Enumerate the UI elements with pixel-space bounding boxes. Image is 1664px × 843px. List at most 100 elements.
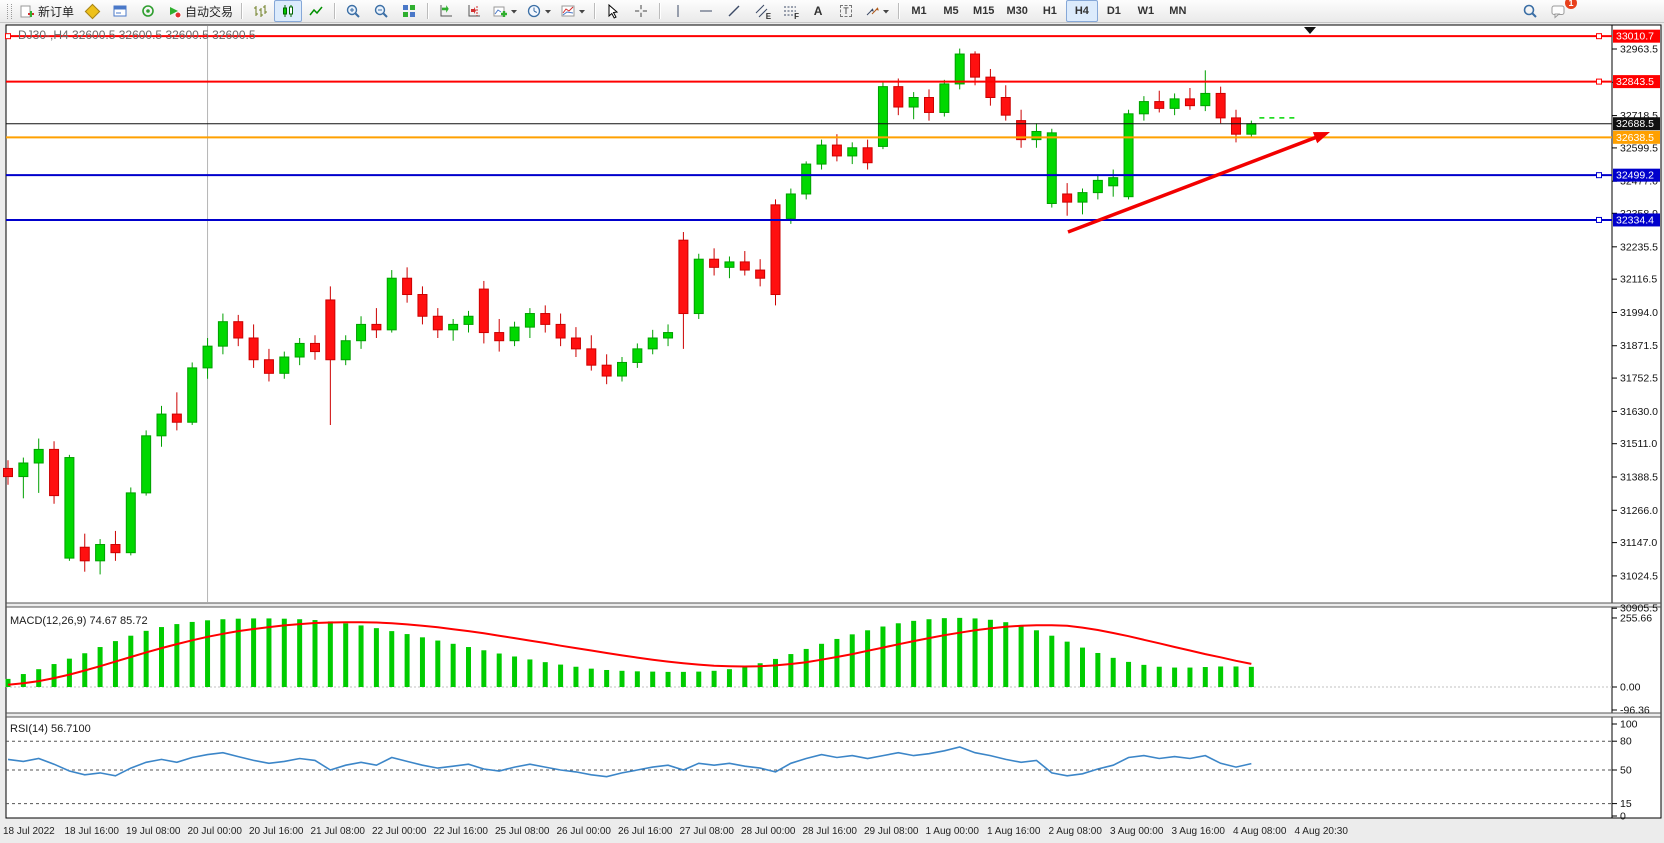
pane-splitter[interactable]: [7, 713, 1660, 717]
bar-chart-button[interactable]: [246, 0, 274, 22]
toolbar-separator: [659, 3, 661, 19]
fibonacci-icon: F: [782, 3, 799, 21]
indicators-button[interactable]: [488, 0, 522, 22]
timeframe-w1-button[interactable]: W1: [1137, 5, 1155, 17]
toolbar-grip[interactable]: [7, 3, 12, 19]
macd-histogram-bar: [895, 623, 901, 687]
price-tag-label: 33010.7: [1616, 31, 1654, 43]
zoom-out-button[interactable]: [367, 0, 395, 22]
macd-histogram-bar: [619, 670, 625, 687]
search-button[interactable]: [1516, 0, 1544, 22]
macd-histogram-bar: [66, 658, 72, 687]
macd-histogram-bar: [680, 671, 686, 687]
macd-histogram-bar: [742, 666, 748, 687]
signals-button[interactable]: [134, 0, 162, 22]
cursor-button[interactable]: [599, 0, 627, 22]
candlestick-series: [3, 48, 1257, 575]
candle-bull: [693, 258, 704, 315]
text-label-tool-button[interactable]: T: [832, 0, 860, 22]
macd-histogram-bar: [803, 648, 809, 687]
price-tick-label: 31630.0: [1620, 406, 1658, 418]
horizontal-line-tool-button[interactable]: [692, 0, 720, 22]
macd-histogram-bar: [711, 670, 717, 687]
market-watch-button[interactable]: [78, 0, 106, 22]
timeframe-m5-button[interactable]: M5: [943, 5, 959, 17]
macd-axis-label: 255.66: [1620, 612, 1652, 624]
timeframe-h4-button[interactable]: H4: [1065, 0, 1098, 22]
candle-bull: [156, 413, 167, 437]
macd-histogram-bar: [865, 630, 871, 687]
line-handle[interactable]: [1596, 33, 1602, 40]
chart-shift-button[interactable]: [460, 0, 488, 22]
timeframe-m1-button[interactable]: M1: [911, 5, 927, 17]
candle-bull: [617, 361, 627, 377]
time-scale[interactable]: 18 Jul 2022 18 Jul 16:00 19 Jul 08:00 20 Ju…: [3, 826, 1348, 837]
templates-button[interactable]: [556, 0, 590, 22]
macd-histogram-bar: [650, 671, 656, 687]
periods-button[interactable]: [522, 0, 556, 22]
auto-scroll-button[interactable]: [432, 0, 460, 22]
macd-histogram-bar: [51, 664, 57, 687]
time-tick-label: 18 Jul 16:00: [65, 826, 120, 837]
macd-histogram-bar: [373, 628, 379, 687]
new-order-button[interactable]: 新订单: [15, 0, 78, 22]
macd-histogram-bar: [1141, 664, 1147, 687]
timeframe-d1-button[interactable]: D1: [1106, 5, 1121, 17]
line-handle[interactable]: [1596, 172, 1602, 179]
macd-histogram-bar: [343, 623, 349, 687]
candle-bull: [1092, 179, 1103, 194]
candle-bull: [125, 492, 136, 554]
macd-histogram-bar: [665, 671, 671, 687]
macd-histogram-bar: [1110, 657, 1116, 687]
candle-bear: [1184, 98, 1195, 107]
candle-bull: [908, 97, 919, 108]
rsi-axis-label: 0: [1620, 811, 1626, 823]
candlestick-chart-button[interactable]: [274, 0, 303, 22]
macd-histogram-bar: [1187, 667, 1193, 687]
terminal-window-button[interactable]: [106, 0, 134, 22]
trendline-tool-button[interactable]: [720, 0, 748, 22]
macd-histogram-bar: [880, 626, 886, 687]
autotrading-button[interactable]: 自动交易: [162, 0, 237, 22]
time-tick-label: 1 Aug 00:00: [926, 826, 980, 837]
pane-splitter[interactable]: [7, 603, 1660, 607]
zoom-in-button[interactable]: [339, 0, 367, 22]
macd-axis-label: -96.36: [1620, 705, 1650, 717]
trend-arrow[interactable]: [1067, 133, 1322, 234]
candle-bear: [709, 258, 720, 268]
fibonacci-tool-button[interactable]: F: [776, 0, 804, 22]
timeframe-mn-button[interactable]: MN: [1169, 5, 1187, 17]
line-handle[interactable]: [5, 33, 11, 40]
crosshair-button[interactable]: [627, 0, 655, 22]
chart-shift-marker[interactable]: [1304, 27, 1316, 34]
channel-tool-button[interactable]: E: [748, 0, 776, 22]
timeframe-h1-button[interactable]: H1: [1042, 5, 1057, 17]
candle-bear: [970, 53, 981, 78]
macd-histogram-bar: [558, 664, 564, 687]
timeframe-m15-button[interactable]: M15: [973, 5, 995, 17]
candle-bear: [862, 147, 873, 164]
line-chart-button[interactable]: [302, 0, 330, 22]
line-handle[interactable]: [1596, 216, 1602, 223]
macd-histogram-bar: [358, 625, 364, 687]
template-icon: [560, 3, 576, 19]
vertical-line-tool-button[interactable]: [664, 0, 692, 22]
macd-histogram-bar: [1202, 667, 1208, 687]
timeframe-m30-button[interactable]: M30: [1006, 5, 1028, 17]
main-toolbar: 新订单 自动交易: [0, 0, 1664, 23]
candle-bear: [325, 299, 336, 361]
price-tag-label: 32334.4: [1616, 214, 1654, 226]
tile-windows-button[interactable]: [395, 0, 423, 22]
macd-histogram-bar: [128, 635, 134, 687]
candle-bear: [770, 204, 781, 296]
trendline-icon: [726, 3, 742, 19]
text-tool-button[interactable]: A: [804, 0, 832, 22]
price-tick-label: 31994.0: [1620, 307, 1658, 319]
macd-histogram-bar: [266, 618, 272, 687]
shapes-tool-button[interactable]: [860, 0, 894, 22]
macd-histogram-bar: [496, 653, 502, 687]
chart-background[interactable]: [5, 24, 1662, 819]
chat-button[interactable]: 1: [1544, 0, 1577, 22]
line-handle[interactable]: [1596, 78, 1602, 85]
